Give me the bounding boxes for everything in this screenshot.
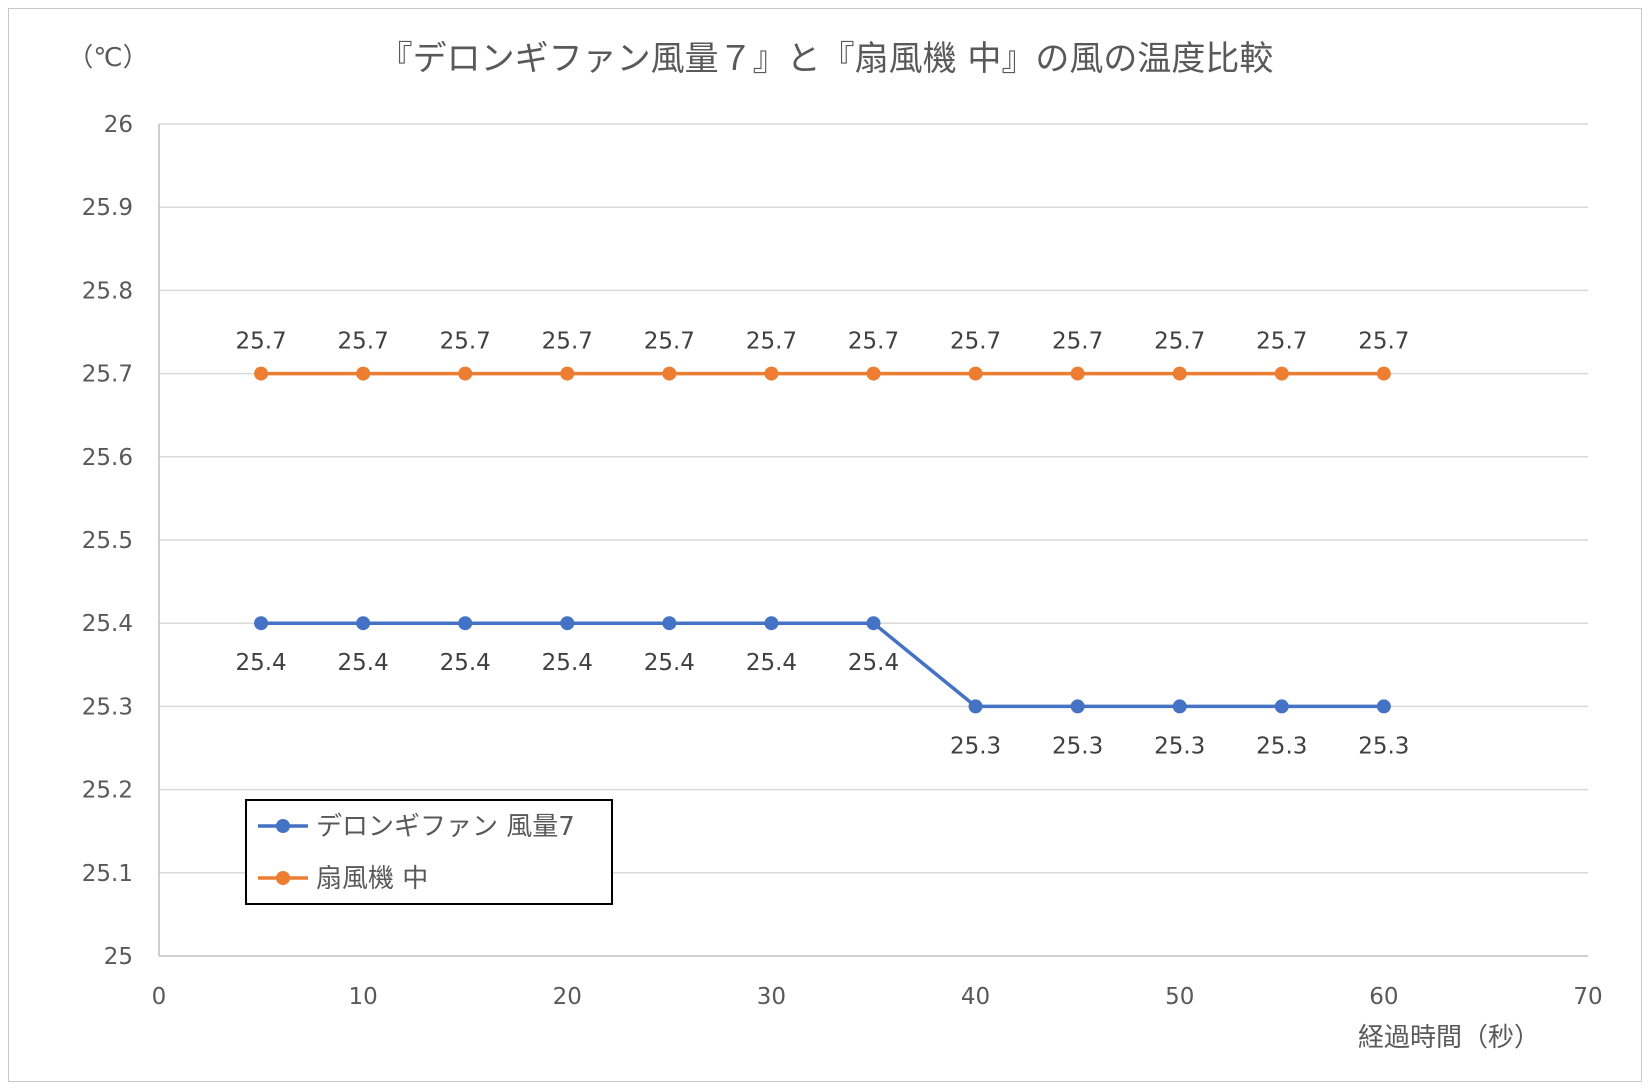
data-label: 25.7: [1154, 329, 1205, 355]
series-2: 25.7 25.7 25.7 25.7 25.7 25.7 25.7 25.7 25.7 25.7…: [235, 329, 1409, 381]
data-label: 25.3: [1052, 733, 1103, 759]
data-label: 25.3: [1358, 733, 1409, 759]
axes: 25 25.1 25.2 25.3 25.4 25.5 25.6 25.7 25.8 25.9 26…: [82, 112, 1603, 1010]
chart-title: 『デロンギファン風量７』と『扇風機 中』の風の温度比較: [379, 39, 1274, 79]
y-tick-label: 25.7: [82, 362, 133, 388]
data-point: [560, 366, 575, 381]
y-tick-label: 25.5: [82, 528, 133, 554]
data-point: [968, 366, 983, 381]
data-point: [1376, 699, 1391, 714]
y-axis-unit-label: （℃）: [67, 43, 148, 73]
data-point: [458, 366, 473, 381]
data-point: [1070, 699, 1085, 714]
data-label: 25.7: [542, 329, 593, 355]
data-label: 25.7: [950, 329, 1001, 355]
data-point: [1274, 366, 1289, 381]
data-label: 25.7: [1052, 329, 1103, 355]
x-tick-label: 20: [553, 984, 582, 1010]
data-point: [866, 366, 881, 381]
data-label: 25.7: [848, 329, 899, 355]
data-label: 25.7: [338, 329, 389, 355]
data-point: [458, 616, 473, 631]
data-point: [560, 616, 575, 631]
data-label: 25.7: [644, 329, 695, 355]
data-point: [1070, 366, 1085, 381]
data-label: 25.4: [746, 650, 797, 676]
data-label: 25.4: [542, 650, 593, 676]
data-point: [356, 616, 371, 631]
data-point: [764, 616, 779, 631]
x-tick-label: 0: [152, 984, 167, 1010]
series-1: 25.4 25.4 25.4 25.4 25.4 25.4 25.4 25.3 25.3 25.3…: [235, 616, 1409, 759]
data-point: [1376, 366, 1391, 381]
legend-box: [245, 799, 613, 905]
data-label: 25.7: [235, 329, 286, 355]
data-label: 25.3: [1256, 733, 1307, 759]
x-tick-label: 50: [1165, 984, 1194, 1010]
legend-swatch-marker: [276, 819, 290, 833]
legend-entry: デロンギファン 風量7: [316, 812, 575, 842]
gridlines: [159, 123, 1588, 874]
legend-swatch-marker: [276, 871, 290, 885]
data-point: [662, 616, 677, 631]
x-tick-label: 40: [961, 984, 990, 1010]
x-tick-label: 70: [1573, 984, 1602, 1010]
data-point: [356, 366, 371, 381]
data-point: [1172, 699, 1187, 714]
legend-entry: 扇風機 中: [316, 864, 428, 894]
y-tick-label: 25.4: [82, 611, 133, 637]
x-axis-label: 経過時間（秒）: [1358, 1023, 1540, 1053]
y-tick-label: 25.1: [82, 861, 133, 887]
data-label: 25.7: [440, 329, 491, 355]
x-tick-label: 30: [757, 984, 786, 1010]
data-point: [764, 366, 779, 381]
x-tick-label: 60: [1369, 984, 1398, 1010]
data-point: [254, 616, 269, 631]
y-tick-label: 25.6: [82, 445, 133, 471]
legend: デロンギファン 風量7 扇風機 中: [245, 799, 613, 905]
data-label: 25.4: [644, 650, 695, 676]
data-point: [866, 616, 881, 631]
data-label: 25.4: [848, 650, 899, 676]
data-label: 25.7: [1358, 329, 1409, 355]
data-label: 25.7: [746, 329, 797, 355]
data-point: [1274, 699, 1289, 714]
data-point: [968, 699, 983, 714]
data-point: [1172, 366, 1187, 381]
x-tick-label: 10: [349, 984, 378, 1010]
data-label: 25.7: [1256, 329, 1307, 355]
y-tick-label: 25.9: [82, 195, 133, 221]
y-tick-label: 26: [104, 112, 133, 138]
data-label: 25.4: [235, 650, 286, 676]
data-label: 25.4: [338, 650, 389, 676]
y-tick-label: 25.2: [82, 778, 133, 804]
data-label: 25.3: [950, 733, 1001, 759]
data-label: 25.3: [1154, 733, 1205, 759]
y-tick-label: 25.8: [82, 278, 133, 304]
data-label: 25.4: [440, 650, 491, 676]
y-tick-label: 25: [104, 944, 133, 970]
series-line: [261, 621, 1384, 709]
data-point: [662, 366, 677, 381]
series-layer: 25.4 25.4 25.4 25.4 25.4 25.4 25.4 25.3 25.3 25.3…: [235, 329, 1409, 760]
y-tick-label: 25.3: [82, 694, 133, 720]
data-point: [254, 366, 269, 381]
